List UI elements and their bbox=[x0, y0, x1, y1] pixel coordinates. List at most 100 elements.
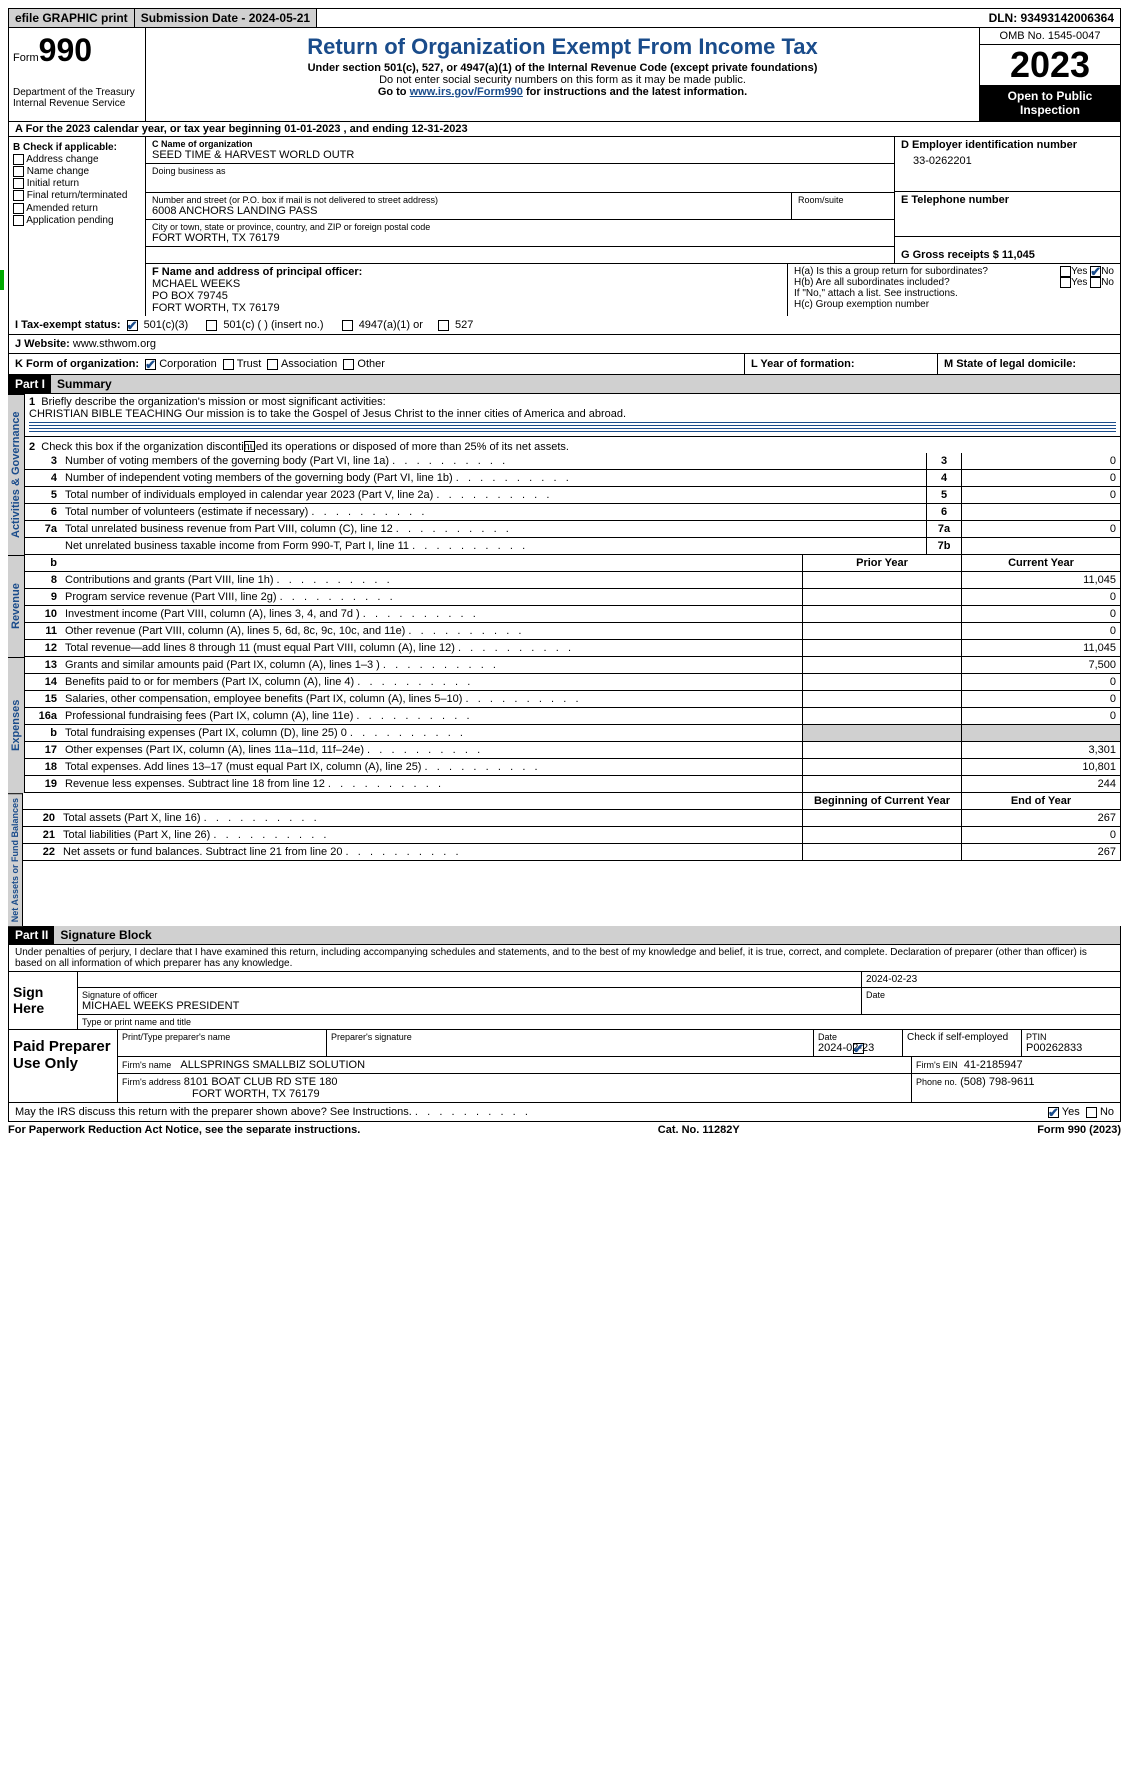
summary-line: 6Total number of volunteers (estimate if… bbox=[25, 504, 1121, 521]
amended-return-checkbox[interactable] bbox=[13, 203, 24, 214]
yes-label: Yes bbox=[1071, 266, 1087, 277]
ha-yes-checkbox[interactable] bbox=[1060, 266, 1071, 277]
column-b-checkboxes: B Check if applicable: Address change Na… bbox=[9, 137, 146, 316]
submission-date-button[interactable]: Submission Date - 2024-05-21 bbox=[135, 9, 317, 27]
summary-line: 8Contributions and grants (Part VIII, li… bbox=[25, 572, 1121, 589]
hb-label: H(b) Are all subordinates included? bbox=[794, 277, 1060, 288]
summary-line: 14Benefits paid to or for members (Part … bbox=[25, 674, 1121, 691]
name-change-label: Name change bbox=[27, 166, 89, 177]
corp-label: Corporation bbox=[159, 358, 216, 370]
irs-label: Internal Revenue Service bbox=[13, 98, 141, 109]
tax-status-label: I Tax-exempt status: bbox=[15, 319, 121, 331]
501c3-checkbox[interactable] bbox=[127, 320, 138, 331]
assoc-label: Association bbox=[281, 358, 337, 370]
ein-value: 33-0262201 bbox=[901, 151, 1114, 171]
discuss-row: May the IRS discuss this return with the… bbox=[8, 1103, 1121, 1122]
open-inspection-badge: Open to Public Inspection bbox=[980, 85, 1120, 121]
summary-line: 19Revenue less expenses. Subtract line 1… bbox=[25, 776, 1121, 793]
l2-checkbox[interactable] bbox=[244, 441, 255, 452]
current-year-header: Current Year bbox=[961, 555, 1120, 571]
net-assets-side-label: Net Assets or Fund Balances bbox=[8, 793, 23, 926]
ptin-label: PTIN bbox=[1026, 1032, 1116, 1042]
summary-line: bTotal fundraising expenses (Part IX, co… bbox=[25, 725, 1121, 742]
other-checkbox[interactable] bbox=[343, 359, 354, 370]
corp-checkbox[interactable] bbox=[145, 359, 156, 370]
final-return-checkbox[interactable] bbox=[13, 190, 24, 201]
phone-value: (508) 798-9611 bbox=[960, 1076, 1034, 1088]
sign-here-block: Sign Here 2024-02-23 Signature of office… bbox=[8, 972, 1121, 1030]
summary-line: 3Number of voting members of the governi… bbox=[25, 453, 1121, 470]
row-j-website: J Website: www.sthwom.org bbox=[8, 335, 1121, 354]
city-label: City or town, state or province, country… bbox=[152, 222, 888, 232]
year-formation-label: L Year of formation: bbox=[744, 354, 937, 374]
part1-title: Summary bbox=[51, 375, 1120, 393]
dept-label: Department of the Treasury bbox=[13, 87, 141, 98]
ein-label: D Employer identification number bbox=[901, 139, 1114, 151]
line-b: b bbox=[25, 555, 61, 571]
revenue-side-label: Revenue bbox=[8, 555, 25, 657]
part1-header: Part I bbox=[9, 375, 51, 393]
name-change-checkbox[interactable] bbox=[13, 166, 24, 177]
trust-checkbox[interactable] bbox=[223, 359, 234, 370]
self-employed-label: Check if self-employed bbox=[907, 1032, 1008, 1043]
org-name: SEED TIME & HARVEST WORLD OUTR bbox=[152, 149, 888, 161]
4947-checkbox[interactable] bbox=[342, 320, 353, 331]
ha-no-checkbox[interactable] bbox=[1090, 266, 1101, 277]
application-pending-label: Application pending bbox=[26, 215, 113, 226]
application-pending-checkbox[interactable] bbox=[13, 215, 24, 226]
summary-line: 20Total assets (Part X, line 16)267 bbox=[23, 810, 1121, 827]
form-subtitle: Under section 501(c), 527, or 4947(a)(1)… bbox=[154, 62, 971, 74]
website-label: J Website: bbox=[15, 338, 70, 350]
preparer-sig-label: Preparer's signature bbox=[327, 1030, 814, 1056]
hc-label: H(c) Group exemption number bbox=[794, 299, 1114, 310]
officer-label: F Name and address of principal officer: bbox=[152, 266, 781, 278]
paperwork-notice: For Paperwork Reduction Act Notice, see … bbox=[8, 1124, 360, 1136]
summary-line: 16aProfessional fundraising fees (Part I… bbox=[25, 708, 1121, 725]
527-label: 527 bbox=[455, 319, 473, 331]
assoc-checkbox[interactable] bbox=[267, 359, 278, 370]
hb-no-checkbox[interactable] bbox=[1090, 277, 1101, 288]
hb-note: If "No," attach a list. See instructions… bbox=[794, 288, 1114, 299]
hb-yes-checkbox[interactable] bbox=[1060, 277, 1071, 288]
tax-year: 2023 bbox=[980, 45, 1120, 85]
addr-label: Number and street (or P.O. box if mail i… bbox=[152, 195, 785, 205]
dln-label: DLN: 93493142006364 bbox=[983, 9, 1120, 27]
type-print-label: Type or print name and title bbox=[78, 1015, 1120, 1029]
state-domicile-label: M State of legal domicile: bbox=[937, 354, 1120, 374]
501c-checkbox[interactable] bbox=[206, 320, 217, 331]
l1-mission-text: CHRISTIAN BIBLE TEACHING Our mission is … bbox=[29, 408, 1116, 420]
form-number: Form990 bbox=[13, 32, 141, 69]
l2-text: Check this box if the organization disco… bbox=[41, 441, 569, 453]
firm-name-label: Firm's name bbox=[122, 1060, 171, 1070]
date-label: Date bbox=[862, 988, 1120, 1014]
city-state-zip: FORT WORTH, TX 76179 bbox=[152, 232, 888, 244]
initial-return-label: Initial return bbox=[27, 178, 79, 189]
efile-graphic-print-button[interactable]: efile GRAPHIC print bbox=[9, 9, 135, 27]
summary-line: 21Total liabilities (Part X, line 26)0 bbox=[23, 827, 1121, 844]
firm-addr1: 8101 BOAT CLUB RD STE 180 bbox=[184, 1076, 338, 1088]
summary-line: 10Investment income (Part VIII, column (… bbox=[25, 606, 1121, 623]
self-employed-checkbox[interactable] bbox=[853, 1043, 864, 1054]
signature-declaration: Under penalties of perjury, I declare th… bbox=[8, 945, 1121, 972]
summary-line: 7aTotal unrelated business revenue from … bbox=[25, 521, 1121, 538]
part2-header: Part II bbox=[9, 926, 54, 944]
form-990-label: 990 bbox=[1068, 1124, 1086, 1136]
address-change-checkbox[interactable] bbox=[13, 154, 24, 165]
yes-label-2: Yes bbox=[1071, 277, 1087, 288]
sign-here-label: Sign Here bbox=[9, 972, 78, 1029]
summary-line: 5Total number of individuals employed in… bbox=[25, 487, 1121, 504]
irs-link[interactable]: www.irs.gov/Form990 bbox=[410, 86, 523, 98]
address-change-label: Address change bbox=[26, 154, 98, 165]
initial-return-checkbox[interactable] bbox=[13, 178, 24, 189]
discuss-yes-checkbox[interactable] bbox=[1048, 1107, 1059, 1118]
discuss-no-checkbox[interactable] bbox=[1086, 1107, 1097, 1118]
ha-label: H(a) Is this a group return for subordin… bbox=[794, 266, 1060, 277]
summary-line: 12Total revenue—add lines 8 through 11 (… bbox=[25, 640, 1121, 657]
phone-label: Phone no. bbox=[916, 1077, 957, 1087]
527-checkbox[interactable] bbox=[438, 320, 449, 331]
no-label-2: No bbox=[1101, 277, 1114, 288]
discuss-no-label: No bbox=[1100, 1106, 1114, 1118]
telephone-label: E Telephone number bbox=[901, 194, 1114, 206]
goto-suffix: for instructions and the latest informat… bbox=[523, 86, 747, 98]
omb-number: OMB No. 1545-0047 bbox=[980, 28, 1120, 45]
